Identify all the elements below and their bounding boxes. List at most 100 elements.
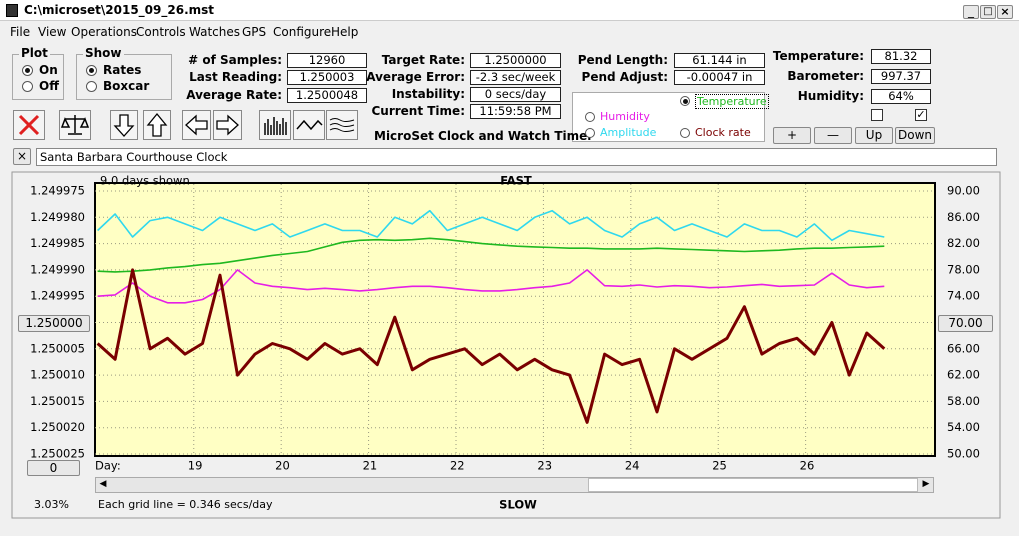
button[interactable]: Down [895,127,935,144]
y-tick-label: 1.249980 [30,210,85,224]
offset-box[interactable]: 0 [27,460,80,476]
icon [60,115,90,135]
y2-tick-label: 78.00 [947,262,980,276]
plot-option-group [572,92,765,142]
clear-button[interactable]: × [13,148,31,165]
scroll-left[interactable]: ◀ [99,479,107,489]
status-percent: 3.03% [34,498,69,511]
down-button[interactable] [110,110,138,140]
radio-button[interactable] [585,128,595,138]
field-label: Humidity: [797,89,864,103]
y2-box[interactable]: 70.00 [938,315,993,332]
field-label: Barometer: [787,69,864,83]
title-bar [0,0,1019,21]
field-label: Temperature: [772,49,864,63]
field-label: Average Rate: [186,88,282,102]
plot-option-label[interactable]: Humidity [600,110,650,123]
x-tick-label: 23 [537,459,552,473]
y-tick-label: 1.250005 [30,341,85,355]
icon [113,114,135,137]
x-tick-label: 19 [188,459,203,473]
scroll-thumb[interactable] [588,478,918,492]
radio-label[interactable]: Off [39,79,59,93]
radio-button[interactable] [86,81,97,92]
field-label: Pend Length: [577,53,668,67]
field-value: 1.250003 [287,70,367,85]
field-value: 11:59:58 PM [470,104,561,119]
x-tick-label: 25 [712,459,727,473]
checkbox[interactable] [871,109,883,121]
left-button[interactable] [182,110,211,140]
y2-tick-label: 90.00 [947,184,980,198]
field-label: Instability: [391,87,465,101]
button[interactable]: + [773,127,811,144]
menu-item[interactable]: Operations [71,25,137,39]
field-label: Target Rate: [381,53,465,67]
plot-area [94,182,936,457]
menu-item[interactable]: Help [331,25,359,39]
y2-tick-label: 82.00 [947,236,980,250]
radio-button[interactable] [22,81,33,92]
radio-button[interactable] [86,65,97,76]
plot-option-label[interactable]: Clock rate [695,126,751,139]
plot-option-label[interactable]: Amplitude [600,126,657,139]
y2-tick-label: 66.00 [947,341,980,355]
multi-wave-button[interactable] [326,110,358,140]
series-line [96,268,886,424]
field-value: 1.2500048 [287,88,367,103]
y-tick-label: 1.250025 [30,447,85,461]
menu-item[interactable]: Watches [189,25,240,39]
y2-tick-label: 86.00 [947,210,980,224]
slow-label: SLOW [499,498,537,512]
watch-name-field[interactable]: Santa Barbara Courthouse Clock [36,148,997,166]
fast-label: FAST [500,174,532,188]
radio-label[interactable]: Rates [103,63,142,77]
y-tick-label: 1.250020 [30,420,85,434]
grid-note: Each grid line = 0.346 secs/day [98,498,273,511]
icon [216,114,239,136]
y-tick-label: 1.249990 [30,262,85,276]
rate-box[interactable]: 1.250000 [18,315,90,332]
field-value: 1.2500000 [470,53,561,68]
y-tick-label: 1.249985 [30,236,85,250]
radio-label[interactable]: Boxcar [103,79,150,93]
menu-item[interactable]: File [10,25,31,39]
delete-button[interactable] [13,110,45,140]
right-button[interactable] [213,110,242,140]
menu-item[interactable]: View [38,25,67,39]
menu-item[interactable]: GPS [242,25,267,39]
checkbox-checked[interactable]: ✓ [915,108,927,121]
button[interactable]: — [814,127,852,144]
field-value: 81.32 [871,49,931,64]
radio-button[interactable] [680,96,690,106]
menu-item[interactable]: Configure [273,25,332,39]
radio-button[interactable] [680,128,690,138]
menu-item[interactable]: Controls [136,25,186,39]
icon [264,117,287,135]
button[interactable]: Up [855,127,893,144]
y-tick-label: 1.250010 [30,368,85,382]
histogram-button[interactable] [259,110,291,140]
icon [185,114,208,136]
group-title: Plot [19,46,50,60]
radio-label[interactable]: On [39,63,58,77]
x-tick-label: 21 [363,459,378,473]
icon [296,119,323,131]
radio-button[interactable] [22,65,33,76]
field-label: Average Error: [366,70,465,84]
minimize-button[interactable]: _ [963,5,979,19]
y-tick-label: 1.249975 [30,184,85,198]
up-button[interactable] [143,110,171,140]
scroll-right[interactable]: ▶ [922,479,930,489]
maximize-button[interactable]: □ [980,5,996,19]
plot-option-label[interactable]: Temperature [695,94,769,109]
field-label: # of Samples: [188,53,282,67]
wave-button[interactable] [293,110,325,140]
app-title: MicroSet Clock and Watch Timer [374,129,594,143]
close-button[interactable]: × [997,5,1013,19]
scale-button[interactable] [59,110,91,140]
icon [146,112,168,137]
radio-button[interactable] [585,112,595,122]
y2-tick-label: 74.00 [947,289,980,303]
